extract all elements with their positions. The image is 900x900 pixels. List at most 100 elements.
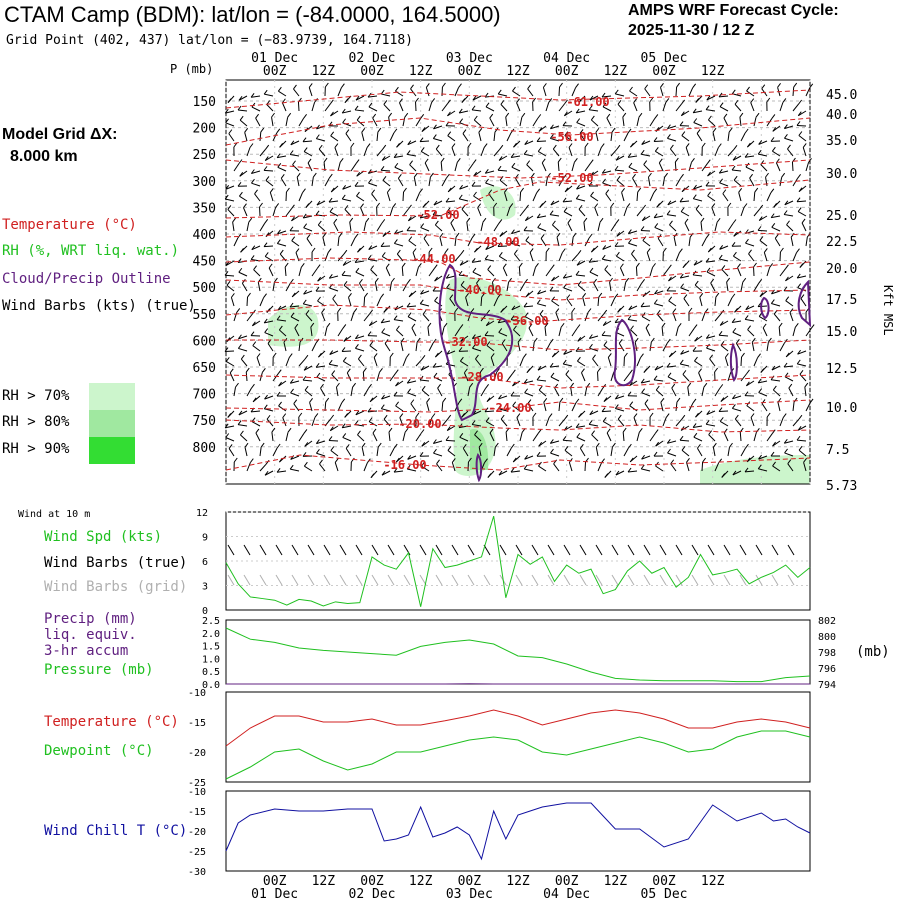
profile-wind-barb-flag <box>772 385 777 391</box>
wind-barb-true <box>419 544 427 556</box>
profile-wind-barb-flag <box>296 172 301 178</box>
profile-wind-barb-flag <box>365 217 370 223</box>
legend-rh: RH (%, WRT liq. wat.) <box>2 243 180 259</box>
profile-wind-barb <box>724 357 729 367</box>
profile-wind-barb <box>449 298 456 307</box>
profile-wind-barb <box>700 222 703 232</box>
profile-wind-barb-flag <box>286 187 290 193</box>
profile-wind-barb-flag <box>797 349 801 355</box>
profile-wind-barb <box>579 133 586 142</box>
profile-wind-barb <box>485 106 495 112</box>
wind-panel-title: Wind at 10 m <box>18 509 91 520</box>
wind-barb-grid <box>707 574 715 586</box>
profile-wind-barb <box>579 448 586 457</box>
profile-wind-barb-flag <box>303 366 308 371</box>
profile-wind-barb <box>797 425 807 431</box>
profile-wind-barb-flag <box>396 249 401 255</box>
profile-wind-barb-flag <box>789 308 794 313</box>
profile-wind-barb-flag <box>681 445 686 451</box>
top-hour-label-7: 12Z <box>604 64 628 79</box>
profile-wind-barb <box>251 421 261 427</box>
profile-wind-barb <box>302 379 313 382</box>
wind-barb-grid <box>419 574 427 586</box>
profile-wind-barb-flag <box>731 404 736 409</box>
profile-wind-barb <box>680 211 690 217</box>
profile-wind-barb-flag <box>735 338 740 344</box>
profile-wind-barb-flag <box>368 102 373 108</box>
profile-wind-barb-flag <box>422 203 427 208</box>
profile-wind-barb <box>740 282 744 292</box>
profile-wind-barb-flag <box>638 112 643 118</box>
profile-wind-barb <box>718 334 729 337</box>
top-day-label-1: 02 Dec <box>349 51 396 66</box>
profile-wind-barb-flag <box>442 82 446 88</box>
profile-wind-barb-flag <box>655 385 660 391</box>
profile-wind-barb-flag <box>393 315 398 320</box>
profile-wind-barb-flag <box>668 296 673 302</box>
profile-wind-barb-flag <box>255 113 259 119</box>
profile-wind-barb <box>542 87 547 97</box>
profile-wind-barb-flag <box>437 383 441 389</box>
profile-wind-barb <box>735 343 742 352</box>
profile-wind-barb <box>602 170 612 174</box>
rh-legend-90: RH > 90% <box>2 441 70 457</box>
wind-barb-true <box>755 544 763 556</box>
profile-wind-barb-flag <box>391 277 395 283</box>
profile-wind-barb <box>396 329 404 337</box>
profile-wind-barb <box>628 305 638 311</box>
profile-wind-barb-flag <box>783 286 788 292</box>
profile-wind-barb-flag <box>653 299 658 304</box>
profile-wind-barb-flag <box>656 309 661 315</box>
profile-wind-barb-flag <box>627 229 632 234</box>
profile-wind-barb-flag <box>589 95 594 101</box>
profile-wind-barb <box>642 215 651 222</box>
profile-wind-barb-flag <box>497 404 502 409</box>
profile-wind-barb-flag <box>485 178 489 184</box>
profile-wind-barb-flag <box>305 203 310 208</box>
profile-wind-barb-flag <box>420 289 424 295</box>
profile-wind-barb <box>760 164 768 172</box>
profile-wind-barb-flag <box>563 350 568 355</box>
profile-wind-barb-flag <box>427 322 432 328</box>
profile-wind-barb-flag <box>770 137 775 142</box>
profile-wind-barb <box>415 433 422 442</box>
profile-wind-barb-flag <box>432 439 437 444</box>
profile-wind-barb-flag <box>539 203 544 208</box>
profile-wind-barb <box>679 200 690 203</box>
profile-wind-barb-flag <box>407 216 412 222</box>
profile-wind-barb-flag <box>630 325 634 331</box>
profile-wind-barb <box>758 455 768 460</box>
profile-wind-barb-flag <box>714 367 719 373</box>
profile-wind-barb-flag <box>428 247 433 253</box>
profile-wind-barb-flag <box>407 140 412 145</box>
profile-wind-barb-flag <box>355 334 359 339</box>
profile-wind-barb <box>480 222 484 232</box>
profile-wind-barb <box>571 253 579 262</box>
bottom-day-label-0: 01 Dec <box>251 887 298 900</box>
profile-wind-barb-flag <box>578 412 582 418</box>
profile-wind-barb <box>256 357 261 367</box>
profile-wind-barb <box>277 470 287 473</box>
profile-wind-barb <box>771 215 781 219</box>
profile-wind-barb <box>784 137 794 142</box>
profile-wind-barb-flag <box>228 444 233 449</box>
profile-wind-barb-flag <box>240 354 245 360</box>
profile-wind-barb-flag <box>395 86 399 92</box>
profile-wind-barb <box>649 192 655 202</box>
profile-wind-barb <box>485 245 495 250</box>
profile-wind-barb <box>628 318 638 322</box>
profile-wind-barb-flag <box>640 378 645 384</box>
wind-speed-label: Wind Spd (kts) <box>44 529 163 545</box>
profile-wind-barb-flag <box>396 142 400 148</box>
profile-wind-barb <box>668 275 677 282</box>
profile-wind-barb-flag <box>303 461 308 467</box>
profile-wind-barb <box>740 373 747 382</box>
profile-wind-barb-flag <box>802 143 807 148</box>
profile-wind-barb <box>407 455 417 460</box>
profile-wind-barb <box>563 363 573 367</box>
profile-wind-barb <box>796 439 807 442</box>
profile-wind-barb-flag <box>459 324 464 329</box>
profile-wind-barb <box>636 432 640 442</box>
profile-wind-barb <box>805 328 812 337</box>
profile-wind-barb-flag <box>810 324 815 329</box>
